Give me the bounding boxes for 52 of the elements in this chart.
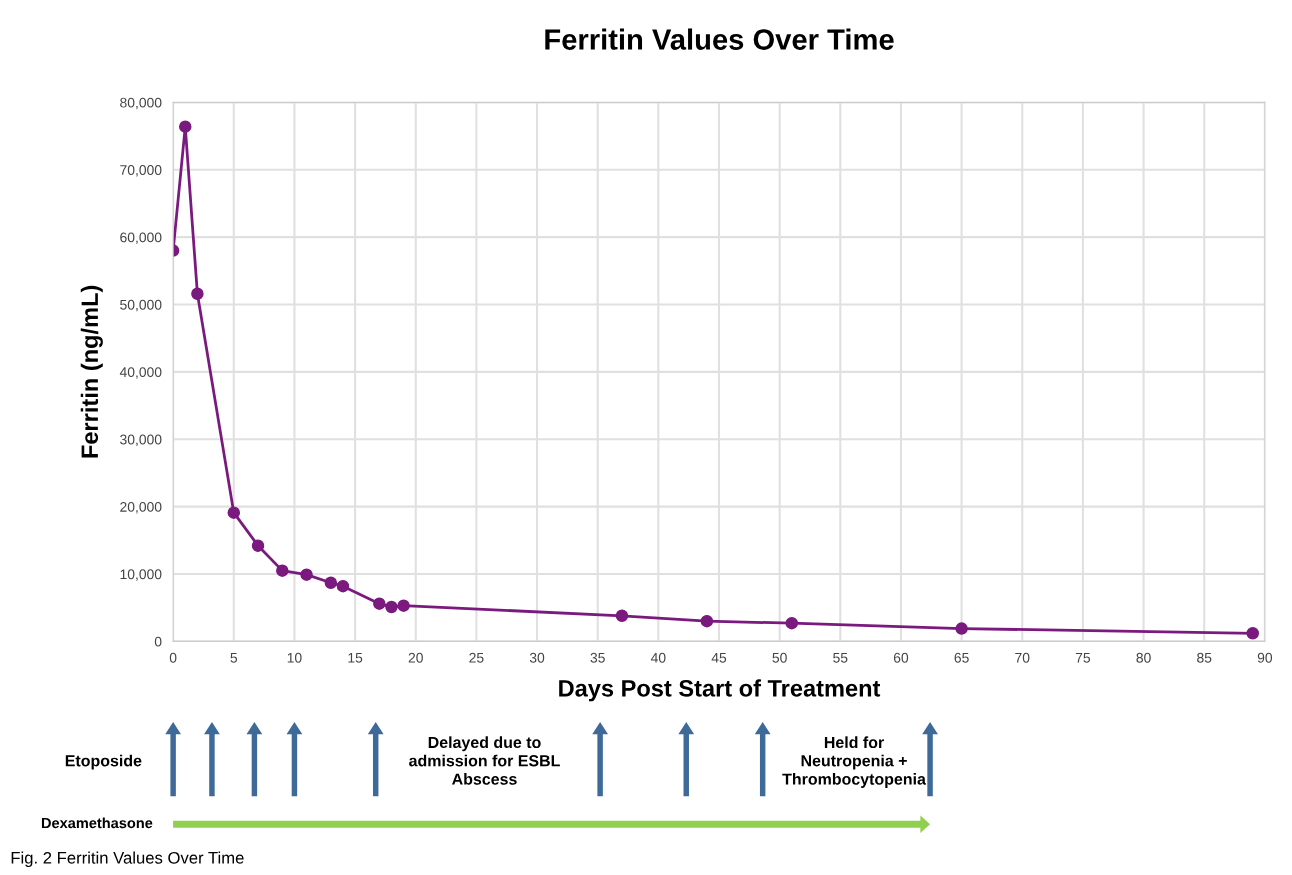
y-tick-label: 0	[154, 636, 162, 647]
text: Delayed due to admission for ESBL Abscess	[409, 736, 560, 785]
x-tick-label: 15	[348, 653, 363, 663]
point	[336, 579, 350, 593]
point	[324, 576, 338, 590]
y-tick-label: 40,000	[119, 367, 162, 379]
y-tick-label: 70,000	[120, 165, 162, 177]
caption: Fig. 2 Ferritin Values Over Time	[11, 851, 244, 868]
text: Held for Neutropenia + Thrombocytopenia	[782, 736, 926, 788]
point	[385, 600, 398, 614]
x-tick-label: 55	[833, 653, 848, 663]
x-tick-label: 75	[1075, 653, 1091, 663]
point	[373, 597, 386, 610]
x-tick-label: 5	[230, 653, 238, 663]
point	[1246, 627, 1259, 640]
point	[785, 616, 799, 630]
point	[700, 614, 714, 628]
point	[955, 622, 968, 635]
x-tick-label: 10	[287, 652, 302, 663]
x-tick-label: 60	[893, 652, 909, 663]
point	[300, 568, 313, 581]
point	[251, 539, 265, 552]
point	[397, 599, 410, 612]
x-tick-label: 30	[529, 652, 545, 663]
y-tick-label: 30,000	[120, 434, 162, 447]
y-tick-label: 10,000	[120, 569, 162, 581]
x-tick-label: 85	[1197, 652, 1212, 663]
x-tick-label: 40	[650, 652, 666, 663]
point	[227, 506, 241, 519]
point	[191, 287, 204, 300]
y-tick-label: 80,000	[120, 97, 162, 110]
y-axis-title: Ferritin (ng/mL)	[80, 285, 103, 458]
y-tick-label: 60,000	[120, 232, 162, 244]
y-tick-label: 50,000	[120, 299, 162, 312]
text: Etoposide	[65, 754, 142, 770]
x-tick-label: 70	[1015, 652, 1030, 663]
x-tick-label: 50	[772, 652, 787, 663]
x-tick-label: 45	[711, 653, 727, 663]
point	[179, 120, 192, 133]
text: Dexamethasone	[41, 817, 153, 829]
y-tick-label: 20,000	[120, 501, 162, 514]
x-tick-label: 25	[469, 652, 484, 663]
x-tick-label: 65	[954, 652, 969, 663]
x-tick-label: 20	[408, 652, 423, 663]
x-tick-label: 80	[1136, 652, 1151, 663]
x-tick-label: 35	[590, 652, 605, 663]
point	[276, 564, 289, 577]
x-tick-label: 0	[169, 652, 177, 663]
chart-title: Ferritin Values Over Time	[545, 28, 894, 50]
x-tick-label: 90	[1257, 652, 1273, 663]
x-axis-title: Days Post Start of Treatment	[559, 679, 881, 702]
point	[615, 609, 629, 623]
